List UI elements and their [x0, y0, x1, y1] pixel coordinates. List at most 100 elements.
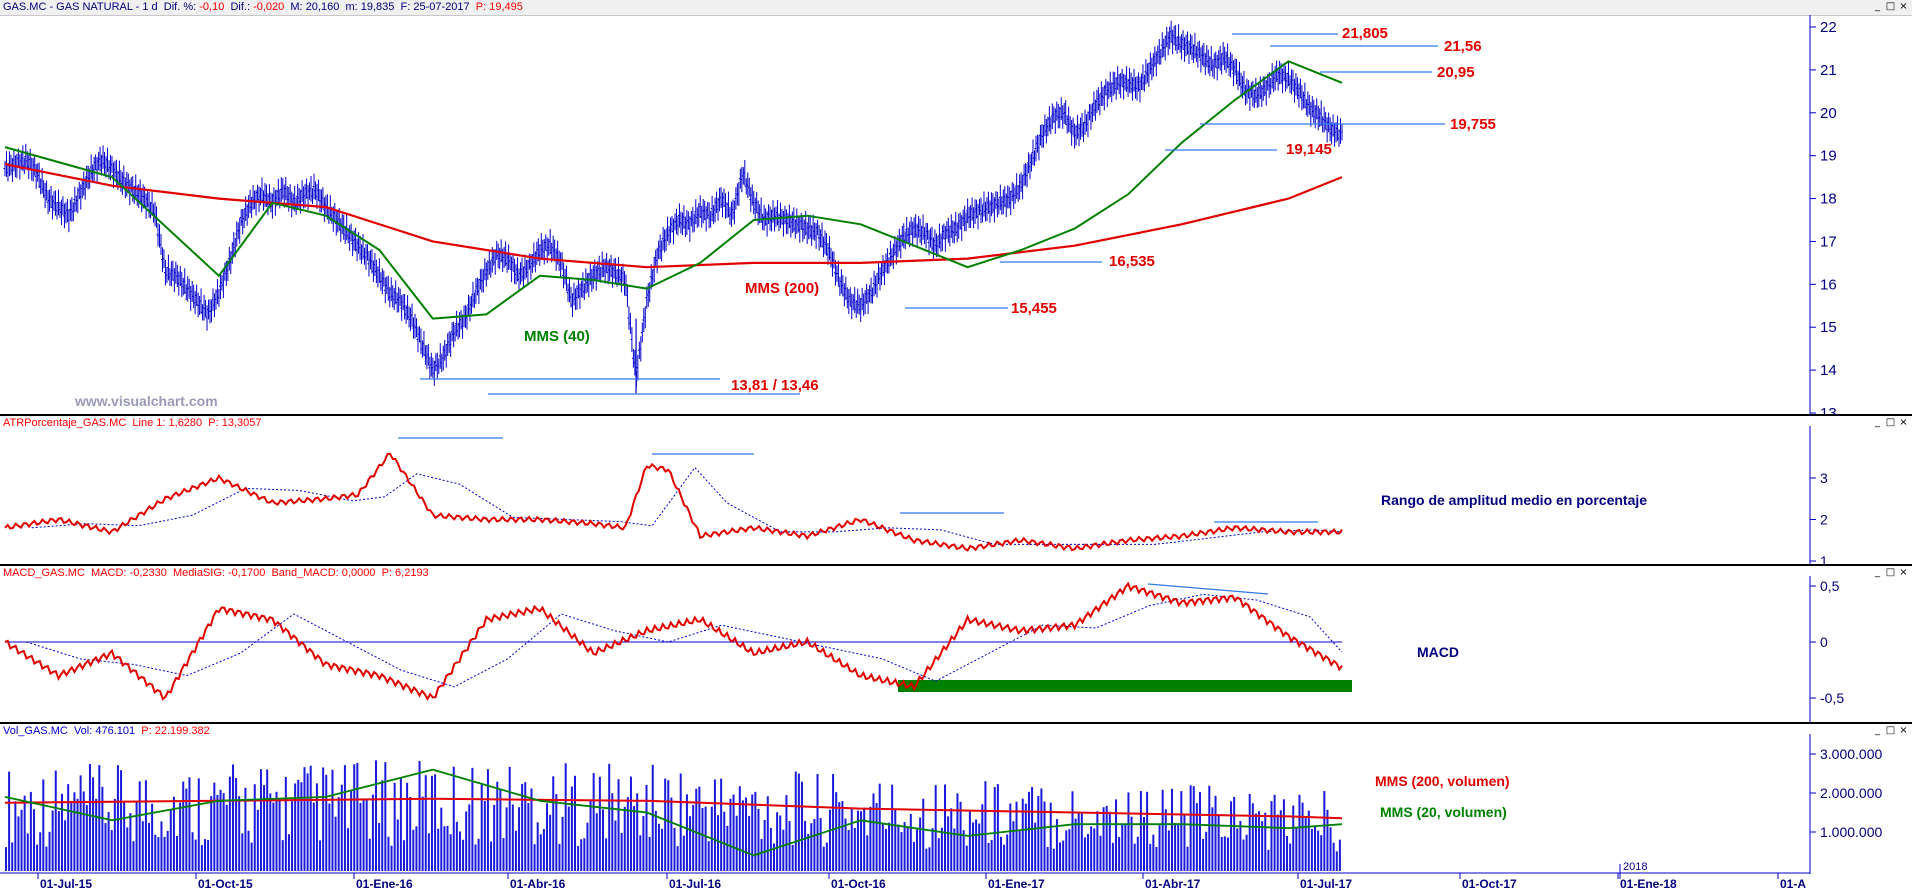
volume-bar — [832, 774, 835, 871]
volume-bar — [856, 810, 859, 871]
volume-bar — [1301, 802, 1304, 871]
volume-bar — [1161, 789, 1164, 871]
volume-bar — [490, 841, 493, 871]
volume-chart: 3.000.000 2.000.000 1.000.000 MMS (200, vo… — [0, 734, 1882, 891]
volume-bar — [645, 784, 648, 871]
volume-bar — [409, 796, 412, 871]
volume-bar — [1239, 820, 1242, 871]
volume-bar — [1071, 791, 1074, 871]
volume-bar — [1121, 824, 1124, 871]
volume-bar — [583, 838, 586, 871]
volume-bar — [900, 832, 903, 871]
close-icon[interactable]: × — [1899, 417, 1908, 428]
y-tick-label: 3.000.000 — [1820, 746, 1882, 762]
y-tick-label: 18 — [1820, 191, 1837, 208]
price-header-text: GAS.MC - GAS NATURAL - 1 d Dif. %: -0,10… — [3, 1, 523, 13]
volume-bar — [113, 798, 116, 871]
volume-bar — [1273, 794, 1276, 871]
volume-bar — [894, 809, 897, 871]
volume-bar — [406, 782, 409, 871]
volume-bar — [371, 794, 374, 871]
volume-bar — [720, 778, 723, 871]
maximize-icon[interactable]: □ — [1885, 725, 1896, 736]
legend-mms200-volumen: MMS (200, volumen) — [1375, 773, 1510, 789]
close-icon[interactable]: × — [1899, 725, 1908, 736]
y-tick-label: 1.000.000 — [1820, 824, 1882, 840]
volume-bar — [1326, 809, 1329, 871]
volume-bar — [1208, 785, 1211, 871]
volume-bar — [116, 765, 119, 871]
volume-bar — [993, 787, 996, 871]
volume-bar — [179, 802, 182, 871]
volume-bar — [322, 767, 325, 871]
x-tick-label: 01-Jul-16 — [669, 877, 721, 891]
close-icon[interactable]: × — [1899, 567, 1908, 578]
volume-bar — [766, 796, 769, 871]
volume-bar — [580, 839, 583, 871]
maximize-icon[interactable]: □ — [1885, 567, 1896, 578]
volume-bar — [458, 831, 461, 871]
atr-chart: 3 2 1 Rango de amplitud medio en porcentaj… — [4, 426, 1828, 564]
volume-bar — [309, 765, 312, 871]
volume-bar — [222, 793, 225, 871]
volume-bar — [138, 781, 141, 871]
volume-bar — [636, 793, 639, 871]
volume-bar — [347, 828, 350, 871]
volume-bar — [748, 815, 751, 871]
volume-bar — [390, 845, 393, 871]
volume-bar — [835, 792, 838, 871]
volume-bar — [561, 816, 564, 871]
volume-bar — [356, 762, 359, 871]
volume-bar — [1167, 830, 1170, 871]
volume-bar — [891, 784, 894, 871]
volume-bar — [210, 796, 213, 871]
price-panel-header: GAS.MC - GAS NATURAL - 1 d Dif. %: -0,10… — [0, 0, 1912, 16]
y-tick-label: 20 — [1820, 105, 1837, 122]
volume-bar — [878, 783, 881, 871]
minimize-icon[interactable]: _ — [1875, 417, 1880, 428]
volume-bar — [1059, 842, 1062, 871]
volume-bar — [642, 816, 645, 871]
minimize-icon[interactable]: _ — [1875, 725, 1880, 736]
volume-bar — [558, 843, 561, 871]
volume-bar — [1052, 848, 1055, 871]
volume-bar — [906, 826, 909, 871]
series-atr-signal — [31, 467, 1343, 545]
volume-bar — [319, 840, 322, 871]
maximize-icon[interactable]: □ — [1885, 417, 1896, 428]
volume-bar — [1174, 823, 1177, 871]
volume-bar — [1149, 843, 1152, 871]
volume-bar — [294, 783, 297, 871]
volume-bar — [424, 775, 427, 871]
volume-bar — [860, 811, 863, 871]
volume-bar — [971, 822, 974, 871]
volume-bar — [437, 828, 440, 871]
volume-bar — [194, 839, 197, 871]
volume-bar — [542, 829, 545, 871]
volume-bar — [903, 822, 906, 871]
volume-bar — [440, 807, 443, 871]
volume-bar — [987, 842, 990, 871]
minimize-icon[interactable]: _ — [1875, 1, 1880, 12]
volume-bar — [968, 809, 971, 871]
volume-bar — [1158, 825, 1161, 871]
volume-bar — [741, 800, 744, 871]
volume-bar — [689, 816, 692, 871]
maximize-icon[interactable]: □ — [1885, 1, 1896, 12]
volume-bar — [1083, 837, 1086, 871]
volume-bar — [399, 777, 402, 871]
volume-bar — [1292, 805, 1295, 871]
volume-bar — [738, 786, 741, 871]
volume-bar — [241, 833, 244, 871]
label-mms200: MMS (200) — [745, 280, 819, 297]
volume-bar — [1046, 846, 1049, 871]
volume-bar — [713, 779, 716, 871]
volume-bar — [1012, 821, 1015, 871]
volume-bar — [698, 786, 701, 871]
minimize-icon[interactable]: _ — [1875, 567, 1880, 578]
close-icon[interactable]: × — [1899, 1, 1908, 12]
volume-bar — [1180, 791, 1183, 871]
volume-bar — [231, 764, 234, 871]
volume-bar — [11, 842, 14, 871]
atr-panel-header: ATRPorcentaje_GAS.MC Line 1: 1,6280 P: 1… — [0, 416, 1912, 431]
